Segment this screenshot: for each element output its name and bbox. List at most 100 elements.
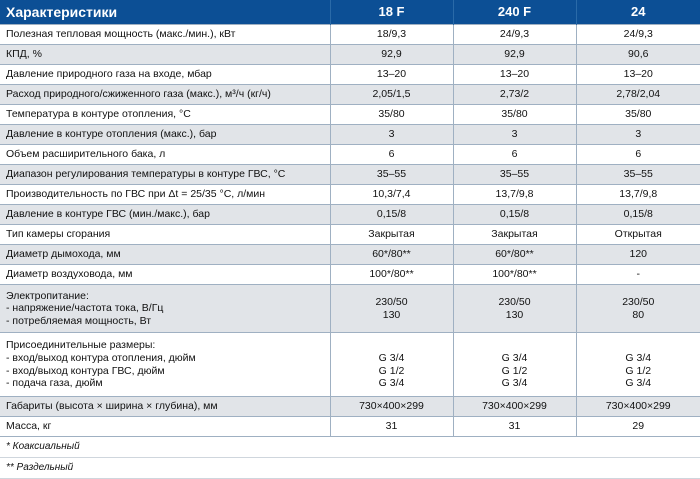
table-row: Давление в контуре ГВС (мин./макс.), бар… bbox=[0, 204, 700, 225]
cell-value: 6 bbox=[452, 144, 576, 165]
cell-value: 24/9,3 bbox=[575, 24, 700, 45]
cell-value: G 3/4 G 1/2 G 3/4 bbox=[452, 332, 576, 397]
table-row: Габариты (высота × ширина × глубина), мм… bbox=[0, 396, 700, 417]
row-label-line: - вход/выход контура ГВС, дюйм bbox=[6, 364, 165, 377]
cell-value: 90,6 bbox=[575, 44, 700, 65]
cell-value: 13–20 bbox=[329, 64, 453, 85]
table-row: КПД, % 92,9 92,9 90,6 bbox=[0, 44, 700, 65]
table-row: Масса, кг 31 31 29 bbox=[0, 416, 700, 437]
header-row: Характеристики 18 F 240 F 24 bbox=[0, 0, 700, 25]
cell-value: 13–20 bbox=[452, 64, 576, 85]
cell-value: 730×400×299 bbox=[452, 396, 576, 417]
cell-value: G 3/4 G 1/2 G 3/4 bbox=[575, 332, 700, 397]
cell-value: 0,15/8 bbox=[329, 204, 453, 225]
table-row: Диапазон регулирования температуры в кон… bbox=[0, 164, 700, 185]
row-label: Расход природного/сжиженного газа (макс.… bbox=[0, 84, 330, 105]
row-label-line: Электропитание: bbox=[6, 289, 89, 302]
cell-value: 230/50 80 bbox=[575, 284, 700, 333]
cell-value: 35/80 bbox=[452, 104, 576, 125]
cell-value: 100*/80** bbox=[329, 264, 453, 285]
cell-value: 24/9,3 bbox=[452, 24, 576, 45]
table-row: Тип камеры сгорания Закрытая Закрытая Откры… bbox=[0, 224, 700, 245]
table-row: Расход природного/сжиженного газа (макс.… bbox=[0, 84, 700, 105]
cell-value: 100*/80** bbox=[452, 264, 576, 285]
header-model: 18 F bbox=[329, 0, 453, 25]
cell-value: 730×400×299 bbox=[329, 396, 453, 417]
cell-value: 60*/80** bbox=[452, 244, 576, 265]
cell-value: 29 bbox=[575, 416, 700, 437]
table-row: Температура в контуре отопления, °С 35/80… bbox=[0, 104, 700, 125]
cell-value: 13,7/9,8 bbox=[452, 184, 576, 205]
header-param: Характеристики bbox=[0, 0, 330, 25]
cell-value: 3 bbox=[329, 124, 453, 145]
cell-value: Закрытая bbox=[329, 224, 453, 245]
table-row: Диаметр дымохода, мм 60*/80** 60*/80** 120 bbox=[0, 244, 700, 265]
table-row: Диаметр воздуховода, мм 100*/80** 100*/80*… bbox=[0, 264, 700, 285]
cell-value: 18/9,3 bbox=[329, 24, 453, 45]
row-label: Габариты (высота × ширина × глубина), мм bbox=[0, 396, 330, 417]
cell-value: 0,15/8 bbox=[452, 204, 576, 225]
row-label: Диаметр дымохода, мм bbox=[0, 244, 330, 265]
cell-value: 0,15/8 bbox=[575, 204, 700, 225]
row-label: Давление природного газа на входе, мбар bbox=[0, 64, 330, 85]
row-label-line: - вход/выход контура отопления, дюйм bbox=[6, 351, 196, 364]
header-model: 24 bbox=[575, 0, 700, 25]
cell-value: Открытая bbox=[575, 224, 700, 245]
row-label-line: Присоединительные размеры: bbox=[6, 339, 156, 352]
row-label: Температура в контуре отопления, °С bbox=[0, 104, 330, 125]
cell-value: 3 bbox=[575, 124, 700, 145]
spec-table: Характеристики 18 F 240 F 24 Полезная те… bbox=[0, 0, 700, 437]
table-row: Полезная тепловая мощность (макс./мин.),… bbox=[0, 24, 700, 45]
row-label: Диапазон регулирования температуры в кон… bbox=[0, 164, 330, 185]
cell-value: 6 bbox=[329, 144, 453, 165]
cell-value: 35/80 bbox=[575, 104, 700, 125]
row-label: Диаметр воздуховода, мм bbox=[0, 264, 330, 285]
cell-value: 230/50 130 bbox=[329, 284, 453, 333]
row-label: Полезная тепловая мощность (макс./мин.),… bbox=[0, 24, 330, 45]
row-label-line: - напряжение/частота тока, В/Гц bbox=[6, 302, 164, 315]
footnote-separate: ** Раздельный bbox=[0, 458, 700, 479]
electric-label: Электропитание: - напряжение/частота ток… bbox=[0, 284, 330, 333]
cell-value: 35–55 bbox=[329, 164, 453, 185]
cell-value: 92,9 bbox=[329, 44, 453, 65]
cell-value: 13,7/9,8 bbox=[575, 184, 700, 205]
cell-value: - bbox=[575, 264, 700, 285]
cell-value: 2,78/2,04 bbox=[575, 84, 700, 105]
table-row: Производительность по ГВС при Δt = 25/35… bbox=[0, 184, 700, 205]
cell-value: Закрытая bbox=[452, 224, 576, 245]
cell-value: 230/50 130 bbox=[452, 284, 576, 333]
cell-value: 120 bbox=[575, 244, 700, 265]
table-row: Давление природного газа на входе, мбар 1… bbox=[0, 64, 700, 85]
cell-value: 35–55 bbox=[452, 164, 576, 185]
row-label: Производительность по ГВС при Δt = 25/35… bbox=[0, 184, 330, 205]
cell-value: 3 bbox=[452, 124, 576, 145]
footnote-coaxial: * Коаксиальный bbox=[0, 437, 700, 458]
cell-value: G 3/4 G 1/2 G 3/4 bbox=[329, 332, 453, 397]
cell-value: 35–55 bbox=[575, 164, 700, 185]
cell-value: 13–20 bbox=[575, 64, 700, 85]
cell-value: 6 bbox=[575, 144, 700, 165]
cell-value: 35/80 bbox=[329, 104, 453, 125]
cell-value: 2,73/2 bbox=[452, 84, 576, 105]
row-label-line: - подача газа, дюйм bbox=[6, 377, 103, 390]
connections-row: Присоединительные размеры: - вход/выход … bbox=[0, 332, 700, 397]
row-label: Давление в контуре отопления (макс.), ба… bbox=[0, 124, 330, 145]
cell-value: 31 bbox=[329, 416, 453, 437]
cell-value: 2,05/1,5 bbox=[329, 84, 453, 105]
cell-value: 10,3/7,4 bbox=[329, 184, 453, 205]
header-model: 240 F bbox=[452, 0, 576, 25]
connections-label: Присоединительные размеры: - вход/выход … bbox=[0, 332, 330, 397]
row-label: Объем расширительного бака, л bbox=[0, 144, 330, 165]
row-label: Масса, кг bbox=[0, 416, 330, 437]
cell-value: 31 bbox=[452, 416, 576, 437]
row-label-line: - потребляемая мощность, Вт bbox=[6, 314, 152, 327]
row-label: Давление в контуре ГВС (мин./макс.), бар bbox=[0, 204, 330, 225]
cell-value: 92,9 bbox=[452, 44, 576, 65]
row-label: Тип камеры сгорания bbox=[0, 224, 330, 245]
cell-value: 730×400×299 bbox=[575, 396, 700, 417]
table-row: Давление в контуре отопления (макс.), ба… bbox=[0, 124, 700, 145]
row-label: КПД, % bbox=[0, 44, 330, 65]
cell-value: 60*/80** bbox=[329, 244, 453, 265]
electric-row: Электропитание: - напряжение/частота ток… bbox=[0, 284, 700, 333]
